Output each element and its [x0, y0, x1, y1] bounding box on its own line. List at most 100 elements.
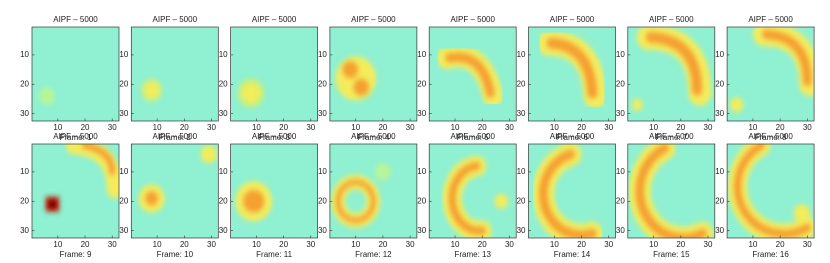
- y-tick-label: 30: [715, 109, 724, 118]
- heatmap-field: [631, 27, 712, 111]
- blobs: [45, 144, 119, 212]
- panel: AIPF – 5000 10 20 30 10 20 30 Frame: 12: [318, 132, 418, 259]
- x-tick-label: 30: [505, 123, 514, 132]
- y-tick-label: 30: [119, 109, 128, 118]
- panel-title: AIPF – 5000: [53, 15, 98, 24]
- blobs: [38, 87, 56, 105]
- panel-title: AIPF – 5000: [153, 132, 198, 141]
- x-axis-label: Frame: 12: [355, 250, 392, 259]
- y-tick-label: 30: [318, 226, 327, 235]
- x-tick-label: 30: [406, 240, 415, 249]
- axes-frame: [627, 26, 716, 122]
- blob: [631, 98, 643, 111]
- blob: [200, 145, 217, 164]
- x-tick-label: 20: [279, 240, 288, 249]
- blobs: [631, 27, 712, 111]
- x-tick-label: 20: [81, 123, 90, 132]
- x-tick-label: 10: [550, 123, 559, 132]
- panel-title: AIPF – 5000: [649, 132, 694, 141]
- x-tick-label: 10: [252, 123, 261, 132]
- y-tick-label: 30: [219, 109, 228, 118]
- x-tick-label: 20: [81, 240, 90, 249]
- blobs: [537, 30, 607, 109]
- axes-frame: [528, 143, 616, 239]
- x-tick-label: 30: [306, 123, 315, 132]
- axes-frame: [329, 26, 418, 122]
- y-tick-label: 30: [417, 226, 426, 235]
- panel: AIPF – 5000 10 20 30 10 20 30 Frame: 9: [20, 132, 120, 259]
- x-tick-label: 20: [378, 123, 387, 132]
- y-tick-label: 10: [417, 50, 426, 59]
- blobs: [331, 163, 392, 228]
- panel-title: AIPF – 5000: [153, 15, 198, 24]
- blob: [48, 199, 57, 209]
- x-tick-label: 10: [351, 123, 360, 132]
- heatmap-field: [331, 163, 392, 228]
- blob: [793, 204, 811, 222]
- y-tick-label: 20: [20, 79, 29, 88]
- x-tick-label: 30: [207, 123, 216, 132]
- y-tick-label: 10: [318, 50, 327, 59]
- x-axis-label: Frame: 15: [653, 250, 690, 259]
- blob-arc: [733, 144, 812, 238]
- x-axis-label: Frame: 16: [752, 250, 789, 259]
- x-tick-label: 20: [180, 240, 189, 249]
- x-tick-label: 30: [108, 240, 117, 249]
- y-tick-label: 20: [715, 196, 724, 205]
- heatmap-background: [230, 27, 318, 121]
- axes-frame: [726, 143, 815, 239]
- y-tick-label: 20: [318, 196, 327, 205]
- x-tick-label: 30: [803, 123, 812, 132]
- x-tick-label: 30: [604, 240, 613, 249]
- y-tick-label: 20: [219, 79, 228, 88]
- x-tick-label: 10: [748, 123, 757, 132]
- axes-frame: [627, 143, 716, 239]
- blob-arc: [448, 161, 487, 236]
- x-axis-label: Frame: 8: [755, 133, 788, 142]
- axes-frame: [31, 26, 120, 122]
- axes-frame: [130, 26, 219, 122]
- axes-frame: [428, 143, 517, 239]
- blobs: [729, 27, 815, 113]
- panel: AIPF – 5000 10 20 30 10 20 30 Frame: 10: [119, 132, 219, 259]
- y-tick-label: 10: [715, 50, 724, 59]
- y-tick-label: 30: [20, 109, 29, 118]
- heatmap-field: [727, 144, 815, 238]
- heatmap-field: [729, 27, 815, 113]
- x-axis-label: Frame: 5: [457, 133, 490, 142]
- x-tick-label: 20: [577, 123, 586, 132]
- y-tick-label: 30: [715, 226, 724, 235]
- x-axis-label: Frame: 10: [157, 250, 194, 259]
- blob: [335, 56, 377, 101]
- panel-title: AIPF – 5000: [351, 132, 396, 141]
- blob-arc: [635, 144, 708, 238]
- y-tick-label: 20: [715, 79, 724, 88]
- x-tick-label: 10: [153, 123, 162, 132]
- y-tick-label: 30: [517, 226, 526, 235]
- x-tick-label: 30: [406, 123, 415, 132]
- y-tick-label: 20: [417, 79, 426, 88]
- y-tick-label: 30: [219, 226, 228, 235]
- y-tick-label: 20: [616, 79, 625, 88]
- x-tick-label: 20: [478, 240, 487, 249]
- y-tick-label: 20: [417, 196, 426, 205]
- heatmap-field: [628, 144, 714, 238]
- y-tick-label: 10: [219, 50, 228, 59]
- x-tick-label: 20: [279, 123, 288, 132]
- heatmap-field: [532, 144, 604, 238]
- x-tick-label: 10: [53, 240, 62, 249]
- y-tick-label: 10: [20, 167, 29, 176]
- y-tick-label: 10: [318, 167, 327, 176]
- x-tick-label: 30: [704, 123, 713, 132]
- x-tick-label: 20: [676, 123, 685, 132]
- blob: [494, 193, 509, 209]
- y-tick-label: 20: [517, 196, 526, 205]
- blob: [38, 87, 56, 105]
- y-tick-label: 20: [119, 79, 128, 88]
- x-tick-label: 20: [478, 123, 487, 132]
- y-tick-label: 20: [616, 196, 625, 205]
- blob-arc: [444, 51, 496, 99]
